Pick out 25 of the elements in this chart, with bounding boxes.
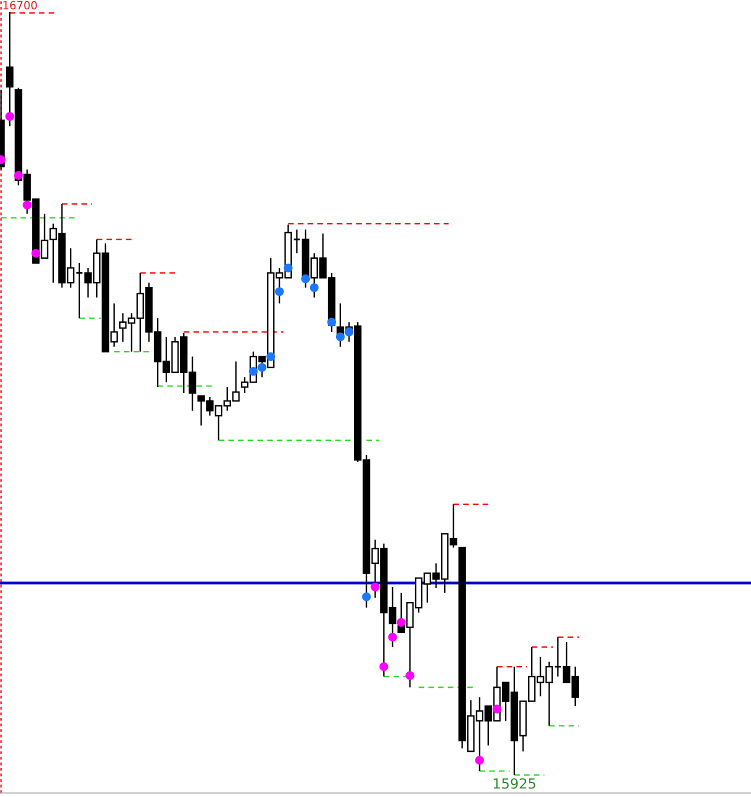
point — [475, 756, 484, 765]
point — [370, 582, 380, 592]
candlestick — [292, 228, 301, 254]
point — [396, 618, 406, 627]
point — [362, 592, 371, 602]
point — [327, 318, 336, 327]
point — [31, 248, 40, 258]
point — [266, 352, 276, 361]
point — [5, 112, 14, 121]
point — [406, 671, 414, 680]
point — [301, 274, 310, 284]
point — [388, 632, 397, 642]
point — [492, 704, 502, 714]
point — [248, 366, 258, 376]
annotation: 16700 — [3, 0, 37, 10]
point — [258, 363, 266, 372]
point — [275, 287, 284, 296]
point — [336, 332, 345, 342]
point — [379, 662, 388, 672]
annotation: 15925 — [494, 778, 536, 789]
point — [22, 200, 32, 210]
point — [14, 171, 23, 180]
point — [284, 264, 293, 272]
point — [310, 283, 319, 292]
point — [344, 328, 354, 336]
